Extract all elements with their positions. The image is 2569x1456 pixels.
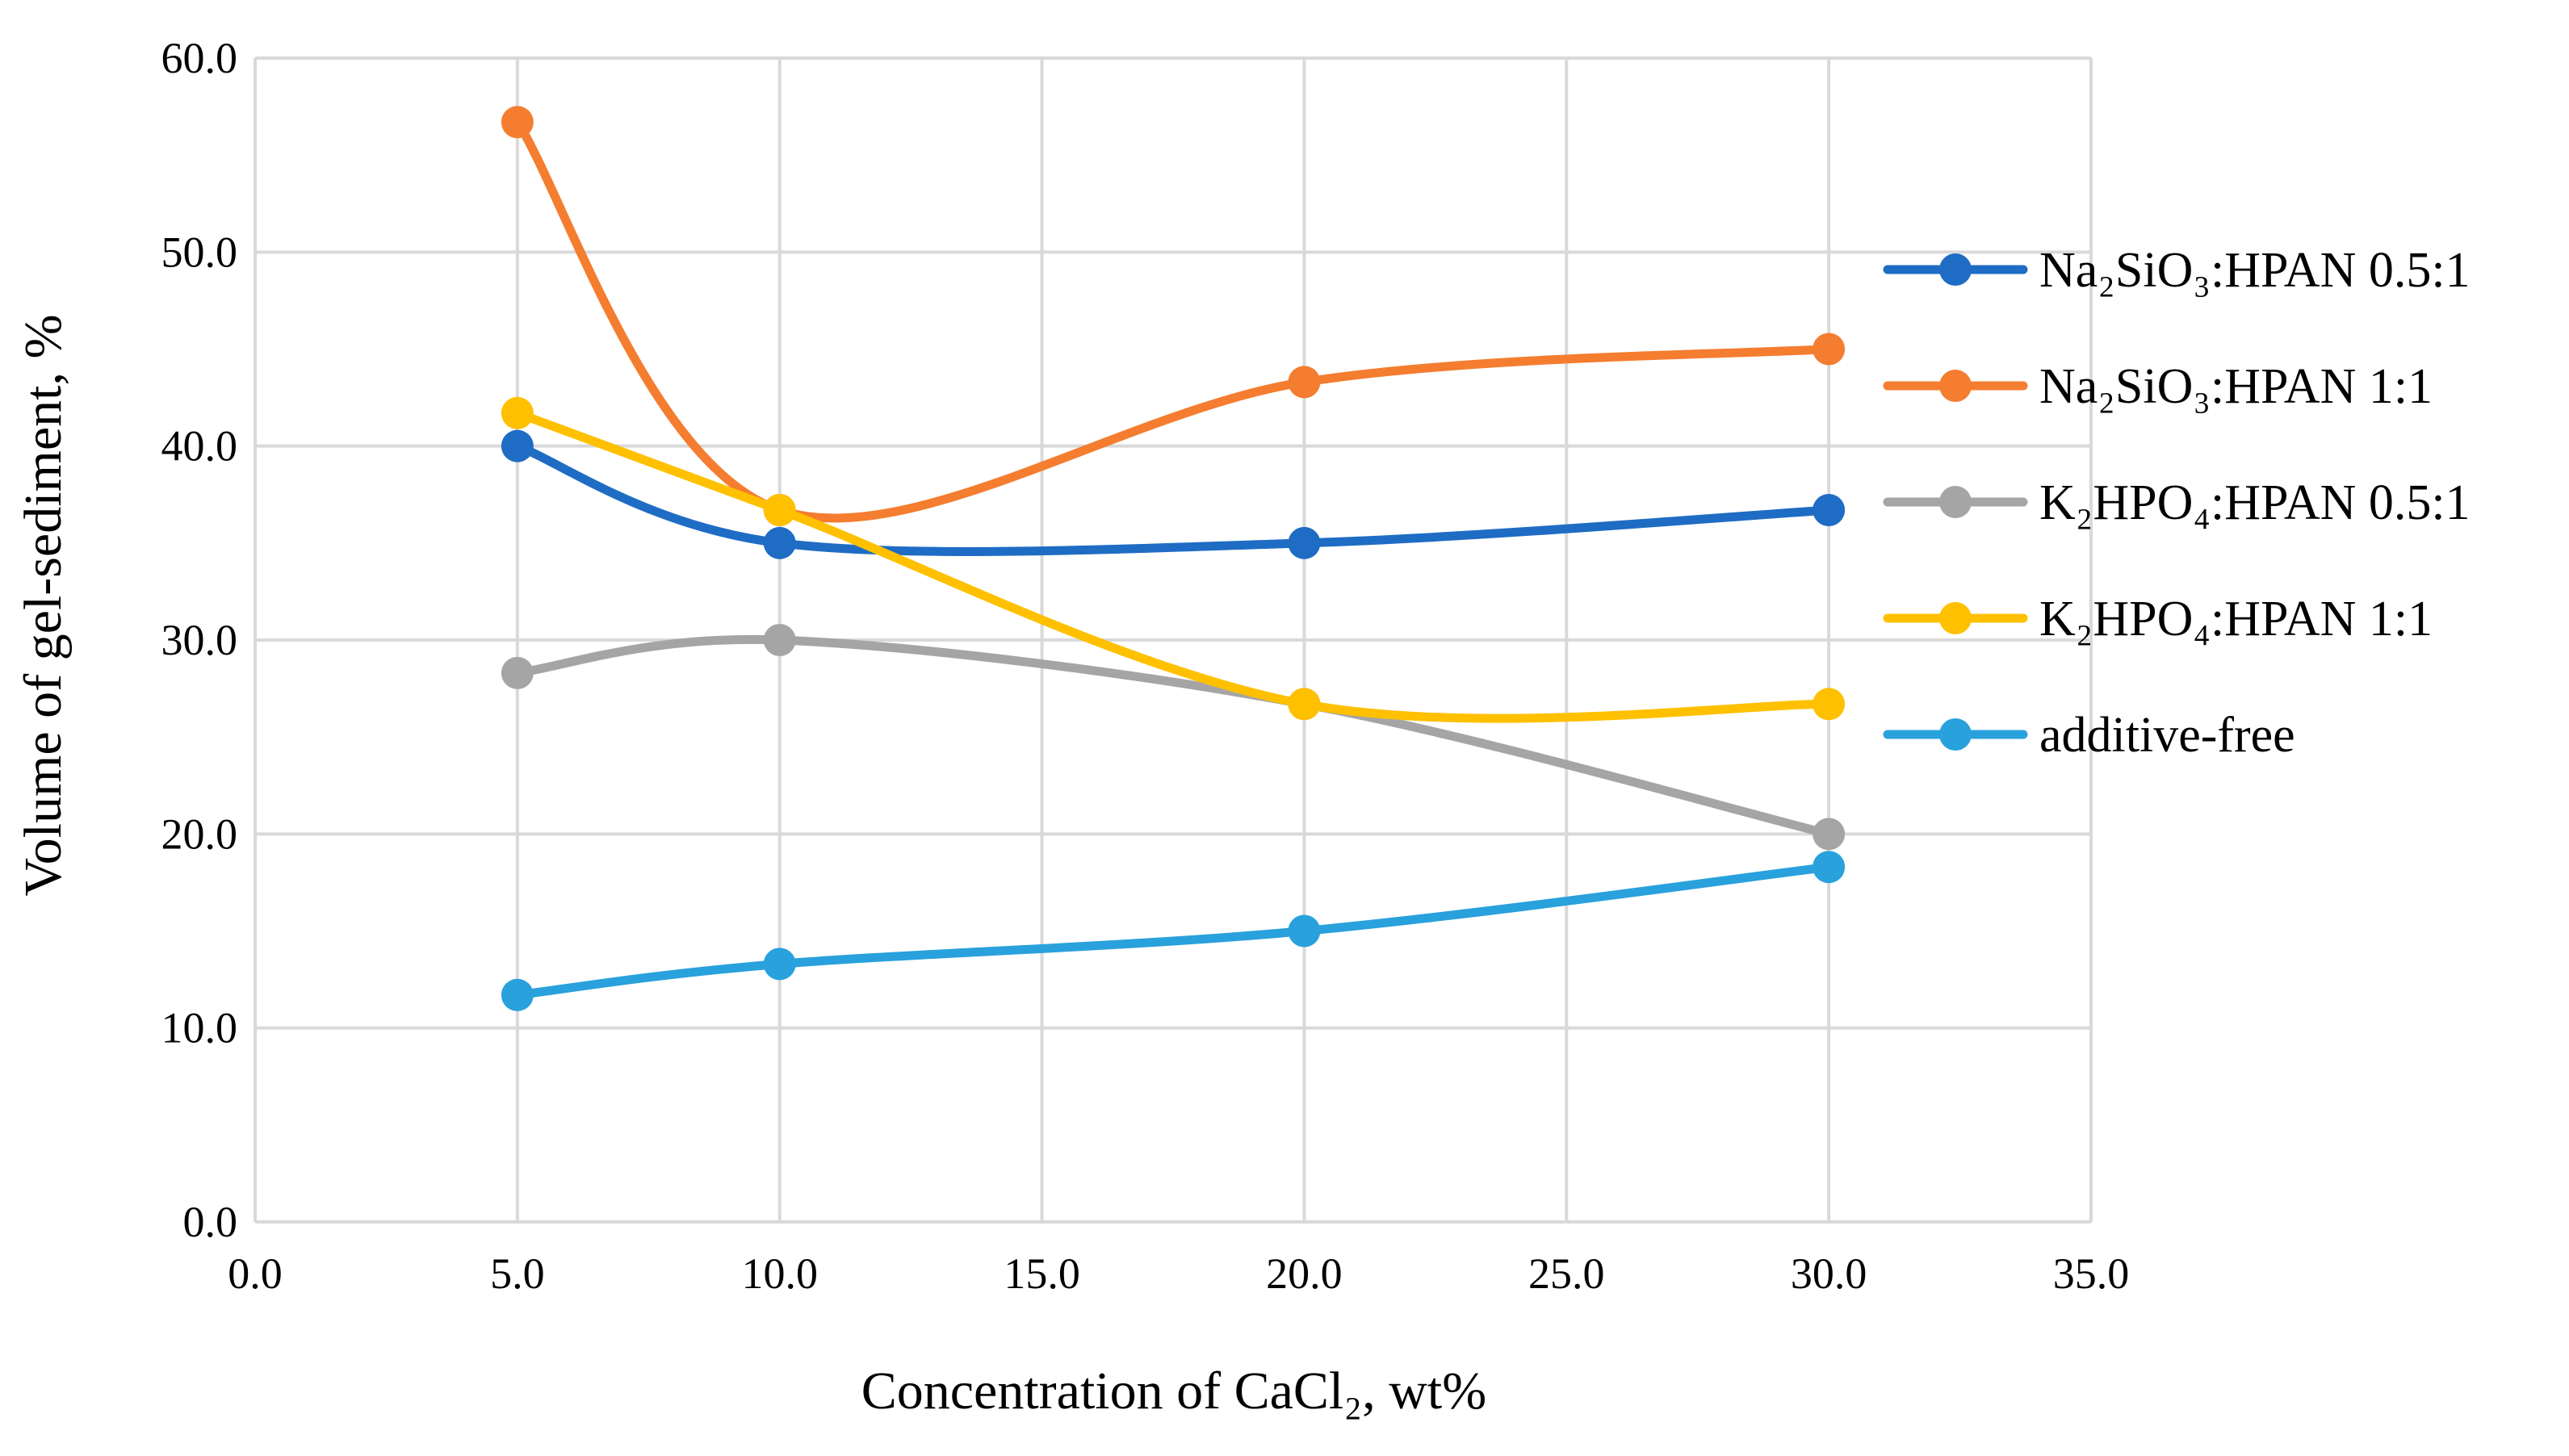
series-line bbox=[513, 862, 1834, 1000]
data-point bbox=[763, 948, 796, 981]
series-line bbox=[513, 441, 1834, 556]
series-line bbox=[513, 117, 1834, 523]
series-line bbox=[513, 408, 1834, 723]
grid bbox=[254, 56, 2093, 1224]
y-axis-ticks: 0.0 10.0 20.0 30.0 40.0 50.0 60.0 bbox=[161, 34, 238, 1246]
x-tick-label: 10.0 bbox=[741, 1249, 818, 1298]
y-tick-label: 0.0 bbox=[183, 1198, 238, 1246]
y-axis-title: Volume of gel-sediment, % bbox=[14, 315, 73, 897]
x-axis-title: Concentration of CaCl₂, wt% bbox=[861, 1362, 1487, 1420]
x-tick-label: 15.0 bbox=[1004, 1249, 1080, 1298]
legend-swatch-marker bbox=[1939, 253, 1972, 286]
data-point bbox=[1813, 333, 1846, 366]
data-point bbox=[501, 656, 534, 689]
series-lines bbox=[513, 117, 1834, 1000]
data-point bbox=[763, 624, 796, 656]
data-point bbox=[501, 978, 534, 1011]
x-tick-label: 0.0 bbox=[228, 1249, 283, 1298]
legend-swatch-marker bbox=[1939, 486, 1972, 518]
legend-label: Na₂SiO₃:HPAN 1:1 bbox=[2039, 359, 2433, 414]
y-tick-label: 10.0 bbox=[161, 1004, 238, 1052]
y-tick-label: 50.0 bbox=[161, 228, 238, 276]
legend-label: K₂HPO₄:HPAN 1:1 bbox=[2039, 592, 2433, 646]
data-point bbox=[1288, 526, 1321, 559]
data-point bbox=[1813, 851, 1846, 884]
data-point bbox=[501, 396, 534, 429]
data-point bbox=[763, 526, 796, 559]
legend-label: K₂HPO₄:HPAN 0.5:1 bbox=[2039, 475, 2471, 530]
y-tick-label: 60.0 bbox=[161, 34, 238, 82]
y-tick-label: 20.0 bbox=[161, 810, 238, 858]
series-line bbox=[513, 634, 1834, 839]
data-point bbox=[501, 429, 534, 462]
data-point bbox=[1813, 688, 1846, 721]
y-tick-label: 30.0 bbox=[161, 616, 238, 664]
data-point bbox=[501, 106, 534, 139]
legend-swatch-marker bbox=[1939, 718, 1972, 751]
data-point bbox=[1288, 914, 1321, 948]
x-tick-label: 20.0 bbox=[1266, 1249, 1343, 1298]
data-point bbox=[1813, 818, 1846, 851]
x-axis-ticks: 0.0 5.0 10.0 15.0 20.0 25.0 30.0 35.0 bbox=[228, 1249, 2129, 1298]
legend-label: Na₂SiO₃:HPAN 0.5:1 bbox=[2039, 243, 2471, 298]
legend: Na₂SiO₃:HPAN 0.5:1 Na₂SiO₃:HPAN 1:1 K₂HPO₄… bbox=[1883, 243, 2471, 763]
data-point bbox=[1288, 366, 1321, 399]
y-tick-label: 40.0 bbox=[161, 422, 238, 471]
data-point bbox=[763, 493, 796, 526]
data-point bbox=[1288, 688, 1321, 721]
legend-swatch-marker bbox=[1939, 370, 1972, 402]
legend-label: additive-free bbox=[2039, 708, 2295, 763]
legend-swatch-marker bbox=[1939, 602, 1972, 634]
x-tick-label: 35.0 bbox=[2053, 1249, 2130, 1298]
series-markers bbox=[501, 106, 1846, 1011]
x-tick-label: 25.0 bbox=[1528, 1249, 1605, 1298]
x-tick-label: 30.0 bbox=[1791, 1249, 1867, 1298]
data-point bbox=[1813, 493, 1846, 526]
x-tick-label: 5.0 bbox=[490, 1249, 545, 1298]
